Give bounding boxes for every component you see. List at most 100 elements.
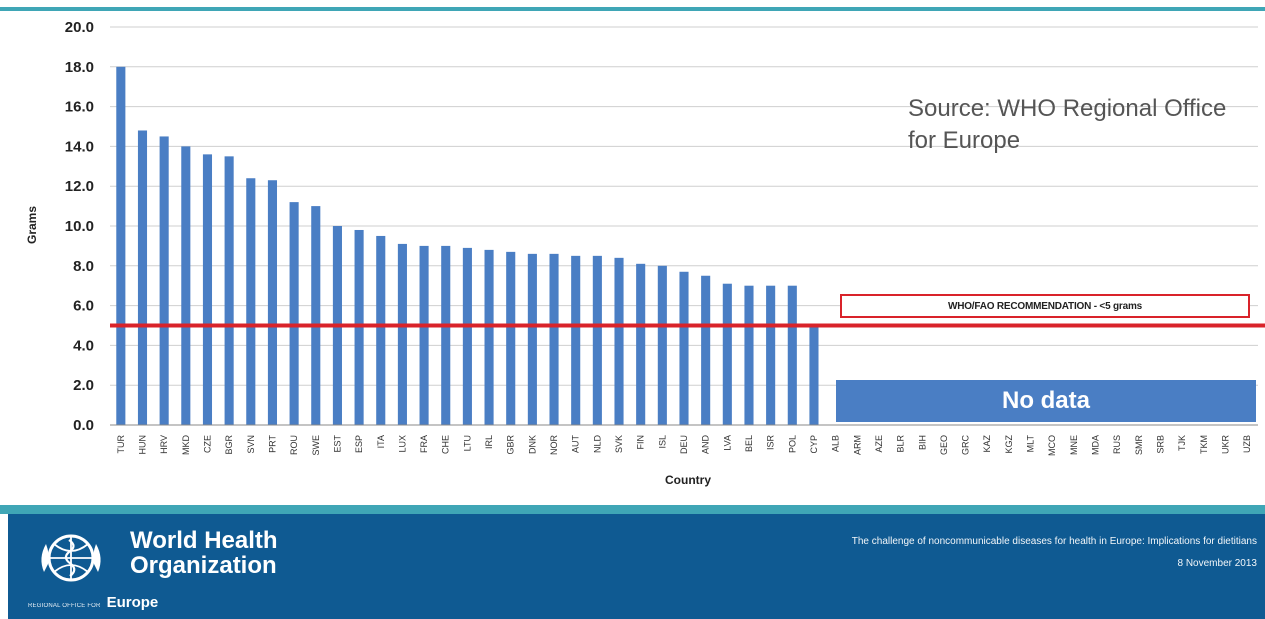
bar-gbr	[506, 251, 516, 425]
bar-fra	[419, 245, 429, 425]
recommendation-label: WHO/FAO RECOMMENDATION - <5 grams	[840, 294, 1250, 318]
footer-bar: World Health Organization REGIONAL OFFIC…	[8, 514, 1265, 619]
x-tick-label: ISR	[766, 435, 776, 451]
x-tick-label: HUN	[137, 435, 147, 455]
bar-mkd	[181, 146, 191, 425]
no-data-box: No data	[836, 380, 1256, 422]
x-tick-label: CYP	[809, 435, 819, 454]
y-tick-label: 6.0	[73, 298, 94, 315]
bars	[116, 66, 819, 426]
x-tick-label: GBR	[506, 435, 516, 455]
x-tick-label: SVN	[246, 435, 256, 454]
y-tick-label: 8.0	[73, 258, 94, 275]
x-tick-label: LUX	[397, 435, 407, 453]
bar-rou	[289, 202, 299, 425]
x-tick-label: AZE	[874, 435, 884, 453]
bar-bel	[744, 285, 754, 425]
x-tick-label: EST	[332, 435, 342, 453]
x-tick-label: GEO	[939, 435, 949, 455]
x-tick-label: ISL	[657, 435, 667, 449]
x-tick-label: LTU	[462, 435, 472, 451]
y-axis-ticks: 0.0 2.0 4.0 6.0 8.0 10.0 12.0 14.0 16.0 18.0 20.0	[65, 19, 94, 434]
x-tick-label: KGZ	[1004, 435, 1014, 454]
footer-accent-rule	[0, 505, 1265, 514]
bar-cze	[202, 154, 213, 426]
bar-nld	[592, 255, 602, 425]
x-axis-ticks: TUR HUN HRV MKD CZE BGR SVN PRT ROU SWE EST ESP ITA L…	[116, 434, 1252, 456]
presentation-title: The challenge of noncommunicable disease…	[851, 536, 1257, 547]
x-tick-label: ESP	[354, 435, 364, 453]
x-tick-label: SMR	[1134, 435, 1144, 456]
x-tick-label: MNE	[1069, 435, 1079, 455]
x-tick-label: MDA	[1091, 435, 1101, 455]
bar-ltu	[462, 247, 472, 425]
x-tick-label: RUS	[1112, 435, 1122, 454]
bar-dnk	[527, 253, 537, 425]
x-tick-label: UKR	[1221, 435, 1231, 455]
bar-cyp	[809, 325, 819, 425]
bar-che	[441, 245, 451, 425]
who-emblem-icon	[41, 534, 101, 582]
x-tick-label: ALB	[831, 435, 841, 452]
bar-lux	[397, 243, 407, 425]
y-tick-label: 14.0	[65, 138, 94, 155]
regional-office-small-text: REGIONAL OFFICE FOR	[28, 603, 101, 609]
x-tick-label: DNK	[527, 435, 537, 454]
y-tick-label: 10.0	[65, 218, 94, 235]
x-tick-label: SRB	[1156, 435, 1166, 454]
x-tick-label: NLD	[592, 435, 602, 454]
y-tick-label: 2.0	[73, 377, 94, 394]
bar-bgr	[224, 156, 234, 425]
y-tick-label: 4.0	[73, 337, 94, 354]
x-tick-label: SVK	[614, 435, 624, 453]
x-tick-label: AUT	[571, 434, 581, 453]
x-axis-title: Country	[665, 473, 711, 487]
x-tick-label: BIH	[917, 435, 927, 450]
organization-name: World Health Organization	[130, 528, 278, 578]
x-tick-label: GRC	[961, 435, 971, 456]
top-accent-rule	[0, 7, 1265, 11]
bar-swe	[311, 206, 321, 425]
bar-deu	[679, 271, 689, 425]
y-tick-label: 18.0	[65, 59, 94, 76]
x-tick-label: NOR	[549, 435, 559, 456]
x-tick-label: TJK	[1177, 435, 1187, 451]
x-tick-label: TUR	[116, 435, 126, 454]
x-tick-label: CZE	[202, 435, 212, 453]
x-tick-label: MLT	[1026, 435, 1036, 453]
x-tick-label: DEU	[679, 435, 689, 454]
x-tick-label: BLR	[896, 435, 906, 453]
regional-office-label: REGIONAL OFFICE FOR Europe	[28, 594, 158, 611]
x-tick-label: FRA	[419, 435, 429, 453]
x-tick-label: BGR	[224, 435, 234, 455]
bar-pol	[787, 285, 797, 425]
x-tick-label: TKM	[1199, 435, 1209, 454]
bar-ita	[376, 235, 386, 425]
x-tick-label: MCO	[1047, 435, 1057, 456]
x-tick-label: CHE	[441, 435, 451, 454]
region-name: Europe	[106, 594, 159, 611]
source-annotation: Source: WHO Regional Office for Europe	[908, 95, 1227, 154]
y-tick-label: 20.0	[65, 19, 94, 36]
bar-aut	[571, 255, 581, 425]
presentation-date: 8 November 2013	[1177, 558, 1258, 569]
salt-intake-bar-chart: 0.02.04.06.08.010.012.014.016.018.020.0 …	[25, 19, 1265, 487]
org-name-line-2: Organization	[130, 552, 277, 579]
bar-prt	[267, 180, 278, 425]
x-tick-label: LVA	[722, 435, 732, 451]
bar-lva	[722, 283, 732, 425]
x-tick-label: BEL	[744, 435, 754, 452]
x-tick-label: UZB	[1242, 435, 1252, 453]
bar-irl	[484, 249, 494, 425]
x-tick-label: KAZ	[982, 435, 992, 453]
bar-isr	[766, 285, 776, 425]
bar-hun	[137, 130, 148, 426]
bar-fin	[636, 263, 646, 425]
org-name-line-1: World Health	[130, 527, 278, 554]
bar-tur	[116, 66, 126, 426]
bar-isl	[657, 265, 667, 425]
y-tick-label: 0.0	[73, 417, 94, 434]
y-tick-label: 16.0	[65, 99, 94, 116]
x-tick-label: POL	[787, 435, 797, 453]
y-tick-label: 12.0	[65, 178, 94, 195]
